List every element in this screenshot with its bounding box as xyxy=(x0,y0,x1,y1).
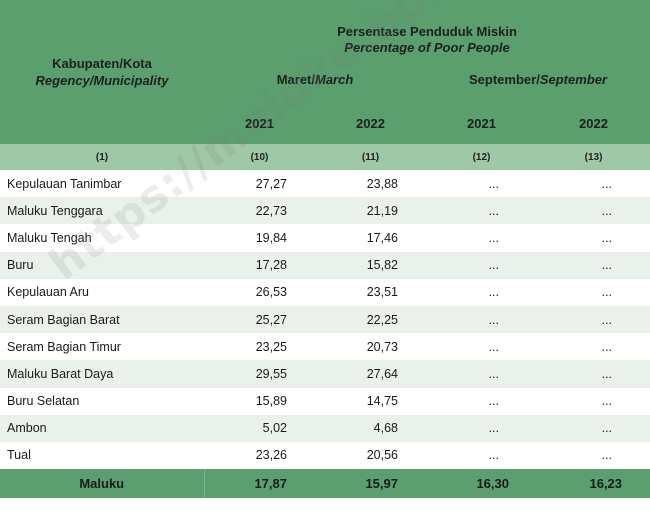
value-september-2021: ... xyxy=(426,278,537,306)
value-september-2022: ... xyxy=(537,333,650,361)
column-number: (13) xyxy=(537,144,650,170)
value-march-2022: 23,51 xyxy=(315,278,426,306)
period-september-label-en: September xyxy=(539,71,608,87)
table-row: Kepulauan Tanimbar 27,27 23,88...... xyxy=(0,170,650,198)
value-september-2021: ... xyxy=(426,305,537,334)
poverty-percentage-table: Kabupaten/Kota Regency/Municipality Pers… xyxy=(0,0,650,499)
table-row: Maluku Tengah 19,84 17,46...... xyxy=(0,224,650,252)
regency-name: Seram Bagian Barat xyxy=(0,305,204,334)
regency-header: Kabupaten/Kota Regency/Municipality xyxy=(0,0,204,144)
regency-name: Tual xyxy=(0,441,204,470)
regency-name: Maluku Barat Daya xyxy=(0,360,204,388)
table-title: Persentase Penduduk Miskin Percentage of… xyxy=(204,0,650,56)
value-march-2021: 27,27 xyxy=(204,170,315,198)
value-march-2021: 22,73 xyxy=(204,197,315,225)
value-march-2021: 29,55 xyxy=(204,360,315,388)
value-september-2021: ... xyxy=(426,441,537,470)
regency-name: Kepulauan Tanimbar xyxy=(0,170,204,198)
regency-name: Ambon xyxy=(0,414,204,442)
value-september-2021: ... xyxy=(426,333,537,361)
regency-name: Maluku Tengah xyxy=(0,224,204,252)
period-september-header: September/September xyxy=(426,56,650,102)
value-march-2021: 19,84 xyxy=(204,224,315,252)
total-march-2021: 17,87 xyxy=(204,469,315,499)
value-march-2021: 23,25 xyxy=(204,333,315,361)
regency-label: Kabupaten/Kota xyxy=(52,56,152,71)
table-row: Seram Bagian Timur 23,25 20,73...... xyxy=(0,333,650,361)
column-number: (1) xyxy=(0,144,204,170)
value-september-2021: ... xyxy=(426,360,537,388)
regency-name: Buru Selatan xyxy=(0,387,204,415)
table-row: Ambon 5,02 4,68...... xyxy=(0,414,650,442)
column-number: (12) xyxy=(426,144,537,170)
value-march-2022: 20,73 xyxy=(315,333,426,361)
value-september-2022: ... xyxy=(537,387,650,415)
value-september-2021: ... xyxy=(426,197,537,225)
value-march-2022: 14,75 xyxy=(315,387,426,415)
table-row: Buru 17,28 15,82...... xyxy=(0,251,650,279)
period-march-label-en: March xyxy=(315,71,354,87)
total-september-2021: 16,30 xyxy=(426,469,537,499)
period-march-label: Maret/ xyxy=(276,71,315,87)
value-september-2022: ... xyxy=(537,197,650,225)
value-september-2022: ... xyxy=(537,360,650,388)
value-march-2022: 20,56 xyxy=(315,441,426,470)
year-header-september-2022: 2022 xyxy=(579,115,608,131)
value-september-2022: ... xyxy=(537,305,650,334)
regency-name: Seram Bagian Timur xyxy=(0,333,204,361)
total-march-2022: 15,97 xyxy=(315,469,426,499)
value-march-2022: 27,64 xyxy=(315,360,426,388)
title-label: Persentase Penduduk Miskin xyxy=(337,24,517,39)
table-body: Kepulauan Tanimbar 27,27 23,88...... Maluku… xyxy=(0,170,650,470)
table-row: Maluku Tenggara 22,73 21,19...... xyxy=(0,197,650,225)
period-march-header: Maret/March xyxy=(204,56,426,102)
column-number-row: (1) (10) (11) (12) (13) xyxy=(0,144,650,170)
value-september-2022: ... xyxy=(537,278,650,306)
value-september-2021: ... xyxy=(426,170,537,198)
value-september-2022: ... xyxy=(537,224,650,252)
value-march-2022: 15,82 xyxy=(315,251,426,279)
value-march-2021: 17,28 xyxy=(204,251,315,279)
total-september-2022: 16,23 xyxy=(537,469,650,499)
regency-name: Maluku Tenggara xyxy=(0,197,204,225)
value-september-2022: ... xyxy=(537,414,650,442)
value-september-2022: ... xyxy=(537,170,650,198)
regency-label-en: Regency/Municipality xyxy=(35,73,169,88)
value-march-2022: 4,68 xyxy=(315,414,426,442)
value-march-2021: 26,53 xyxy=(204,278,315,306)
value-march-2021: 25,27 xyxy=(204,305,315,334)
column-number: (11) xyxy=(315,144,426,170)
table-row: Buru Selatan 15,89 14,75...... xyxy=(0,387,650,415)
header-title-row: Kabupaten/Kota Regency/Municipality Pers… xyxy=(0,0,650,88)
column-number: (10) xyxy=(204,144,315,170)
year-header-march-2022: 2022 xyxy=(356,115,385,131)
value-march-2022: 17,46 xyxy=(315,224,426,252)
value-september-2021: ... xyxy=(426,387,537,415)
value-march-2021: 5,02 xyxy=(204,414,315,442)
table-row: Maluku Barat Daya 29,55 27,64...... xyxy=(0,360,650,388)
title-label-en: Percentage of Poor People xyxy=(344,40,510,55)
regency-name: Buru xyxy=(0,251,204,279)
value-march-2022: 22,25 xyxy=(315,305,426,334)
value-september-2021: ... xyxy=(426,224,537,252)
value-september-2021: ... xyxy=(426,251,537,279)
year-header-march-2021: 2021 xyxy=(245,115,274,131)
period-september-label: September/ xyxy=(469,71,540,87)
total-row: Maluku 17,87 15,97 16,30 16,23 xyxy=(0,469,650,499)
value-march-2021: 15,89 xyxy=(204,387,315,415)
table-row: Kepulauan Aru 26,53 23,51...... xyxy=(0,278,650,306)
year-header-september-2021: 2021 xyxy=(467,115,496,131)
value-september-2021: ... xyxy=(426,414,537,442)
value-september-2022: ... xyxy=(537,251,650,279)
regency-name: Kepulauan Aru xyxy=(0,278,204,306)
value-march-2022: 21,19 xyxy=(315,197,426,225)
value-september-2022: ... xyxy=(537,441,650,470)
total-name: Maluku xyxy=(0,469,205,499)
table-row: Tual 23,26 20,56...... xyxy=(0,441,650,470)
table-row: Seram Bagian Barat 25,27 22,25...... xyxy=(0,305,650,334)
value-march-2022: 23,88 xyxy=(315,170,426,198)
value-march-2021: 23,26 xyxy=(204,441,315,470)
